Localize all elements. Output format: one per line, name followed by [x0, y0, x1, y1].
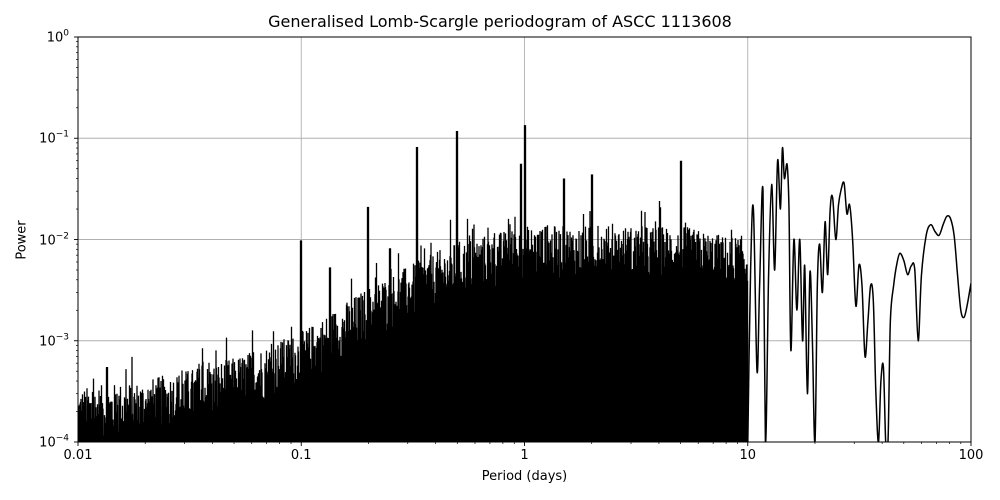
y-tick-exponent: −3 [55, 332, 69, 343]
y-tick-label: 10−2 [39, 231, 69, 248]
y-tick-exponent: −4 [55, 433, 69, 444]
y-tick-base: 10 [39, 334, 56, 350]
x-tick-label: 1 [520, 448, 529, 463]
axis-ticks [74, 36, 972, 446]
y-tick-base: 10 [39, 233, 56, 248]
y-tick-exponent: −2 [55, 231, 69, 241]
y-tick-base: 10 [39, 131, 56, 147]
y-tick-exponent: 0 [63, 28, 69, 39]
x-tick-label: 0.1 [290, 448, 312, 463]
y-tick-label: 10−3 [39, 332, 69, 349]
periodogram-noise-line [78, 125, 749, 442]
x-axis-label: Period (days) [481, 469, 568, 484]
periodogram-smooth-line [747, 147, 971, 442]
x-tick-label: 100 [958, 448, 984, 463]
x-tick-label: 10 [739, 448, 757, 463]
y-tick-label: 10−1 [39, 130, 69, 147]
y-tick-exponent: −1 [55, 129, 69, 140]
y-tick-base: 10 [39, 435, 56, 451]
y-tick-label: 10−4 [39, 434, 69, 451]
y-axis-label: Power [14, 220, 30, 260]
chart-title: Generalised Lomb-Scargle periodogram of … [268, 12, 732, 31]
x-tick-label: 0.01 [63, 448, 93, 463]
y-tick-base: 10 [46, 30, 64, 46]
y-tick-label: 100 [47, 29, 69, 46]
